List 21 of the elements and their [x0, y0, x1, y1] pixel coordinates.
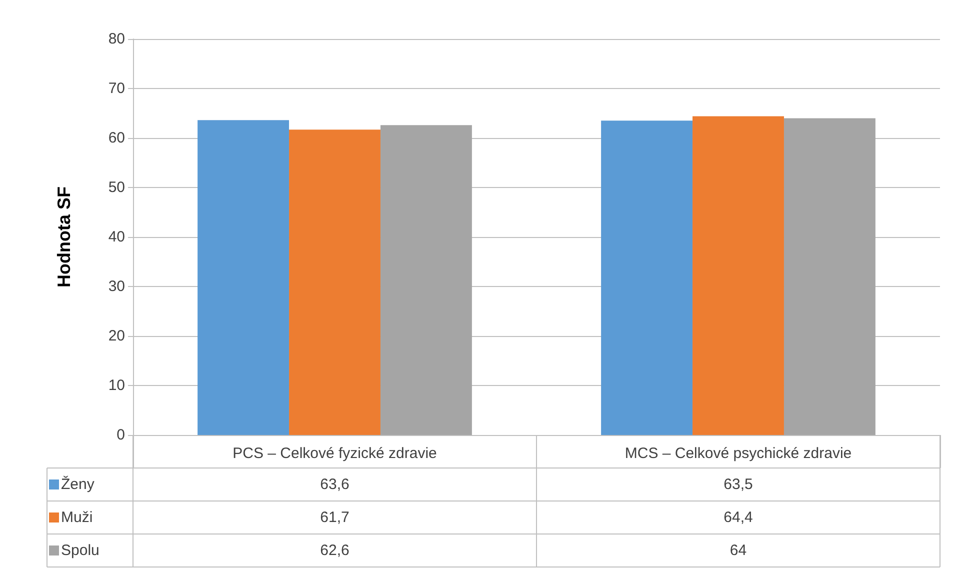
y-tick-label: 20 — [108, 328, 125, 344]
y-tick-label: 80 — [108, 30, 125, 48]
y-tick-label: 40 — [108, 228, 125, 246]
data-label: 63,5 — [724, 476, 753, 493]
y-tick-label: 50 — [108, 179, 125, 196]
y-axis-title: Hodnota SF — [54, 186, 74, 288]
x-tick-label: PCS – Celkové fyzické zdravie — [232, 445, 437, 462]
y-tick-label: 70 — [108, 80, 125, 97]
y-tick-label: 60 — [108, 130, 125, 146]
x-tick-label: MCS – Celkové psychické zdravie — [624, 445, 852, 462]
legend-label: Spolu — [61, 542, 100, 559]
data-label: 63,6 — [320, 476, 350, 493]
legend-label: Muži — [61, 509, 93, 526]
y-tick-label: 30 — [108, 278, 125, 295]
data-label: 61,7 — [320, 509, 350, 526]
data-label: 64 — [730, 542, 747, 559]
y-tick-label: 10 — [108, 377, 125, 394]
y-tick-label: 0 — [116, 426, 125, 444]
data-label: 64,4 — [724, 509, 753, 526]
data-label: 62,6 — [320, 542, 350, 559]
legend-label: Ženy — [61, 475, 95, 493]
